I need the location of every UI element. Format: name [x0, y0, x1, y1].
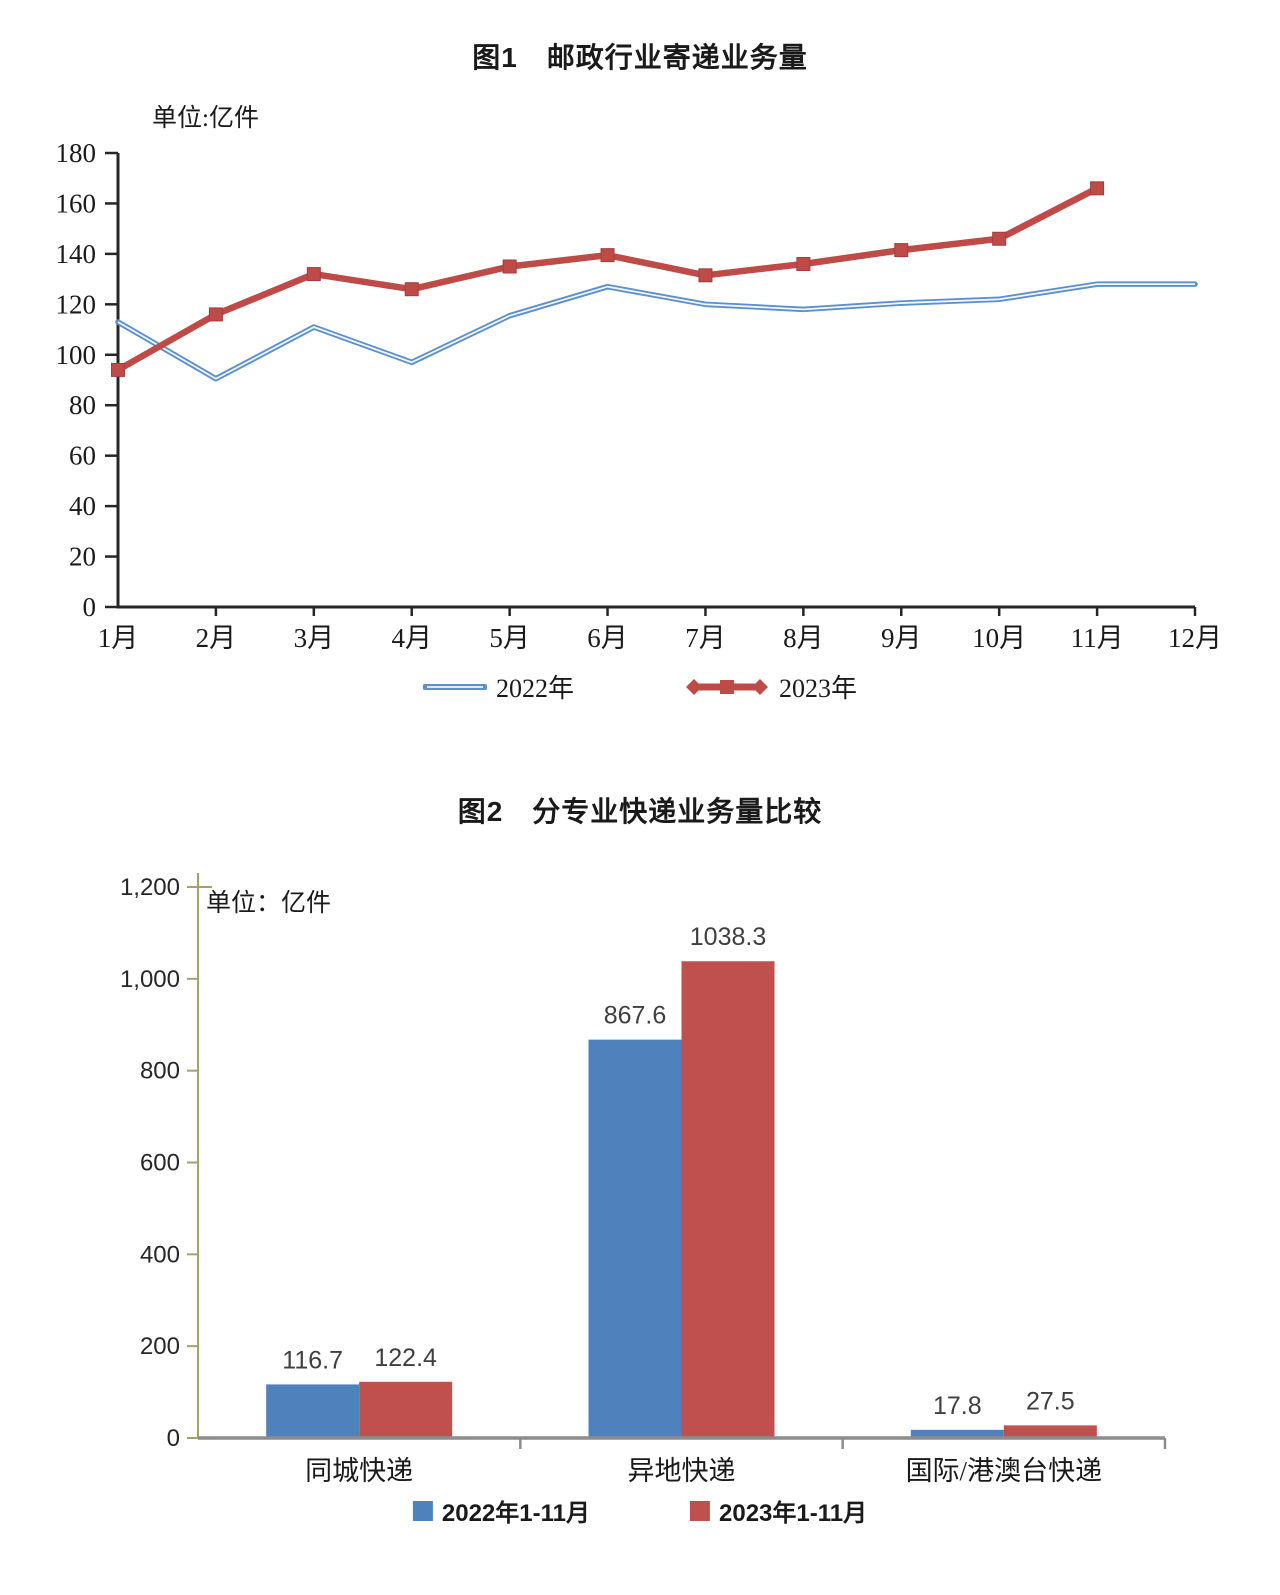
x-tick-label: 12月 [1168, 623, 1222, 653]
y-tick-label: 180 [56, 138, 97, 168]
series-2023-marker [796, 256, 811, 271]
series-2023-line [116, 185, 1099, 373]
y-tick-label: 40 [69, 491, 96, 521]
line-marker-swatch-2023-icon [684, 677, 770, 697]
y-tick-label: 1,000 [120, 966, 180, 993]
figure2-unit-label: 单位：亿件 [206, 890, 332, 917]
x-tick-label: 11月 [1071, 623, 1124, 653]
y-tick-label: 800 [140, 1058, 180, 1085]
legend-label-2022-1-11: 2022年1-11月 [441, 1500, 590, 1527]
figure1-title: 图1 邮政行业寄递业务量 [472, 42, 808, 73]
legend-item-2023-1-11: 2023年1-11月 [690, 1493, 867, 1528]
series-2023-marker [306, 267, 321, 282]
legend-label-2023: 2023年 [779, 674, 858, 703]
figure2-legend: 2022年1-11月 2023年1-11月 [412, 1493, 867, 1528]
x-tick-label: 1月 [98, 623, 139, 653]
figure2-plot: 0 200 400 600 800 1,000 1,200 116.7 867.6 17.8 122… [120, 873, 1167, 1486]
series-2023-marker [208, 307, 223, 322]
legend-label-2022: 2022年 [495, 674, 574, 703]
data-label: 867.6 [604, 1002, 667, 1030]
legend-item-2022: 2022年 [421, 668, 574, 705]
bar-series0-cat1 [588, 1039, 682, 1438]
figure2-title: 图2 分专业快递业务量比较 [457, 796, 823, 827]
data-label: 116.7 [282, 1346, 343, 1374]
data-label: 27.5 [1026, 1387, 1075, 1415]
y-tick-label: 200 [140, 1333, 180, 1360]
bar-swatch-2023-icon [690, 1500, 710, 1521]
y-tick-label: 1,200 [120, 874, 180, 901]
x-tick-label: 8月 [783, 623, 824, 653]
category-label: 同城快递 [305, 1456, 413, 1486]
figure1-unit-label: 单位:亿件 [152, 105, 259, 132]
x-tick-label: 7月 [685, 623, 726, 653]
bar-series0-cat0 [266, 1384, 360, 1438]
x-tick-label: 4月 [391, 623, 432, 653]
series-2023-marker [992, 231, 1007, 246]
legend-label-2023-1-11: 2023年1-11月 [719, 1500, 868, 1527]
bar-series1-cat1 [681, 961, 775, 1438]
y-tick-label: 400 [140, 1241, 180, 1268]
series-2022-line [115, 281, 1198, 382]
y-tick-label: 20 [69, 542, 96, 572]
series-2023-marker [600, 248, 615, 263]
y-tick-label: 140 [56, 239, 97, 269]
series-2023-marker [502, 259, 517, 274]
series-2023-marker [111, 362, 125, 377]
series-2023-marker [1090, 181, 1105, 196]
x-tick-label: 5月 [489, 623, 530, 653]
legend-item-2022-1-11: 2022年1-11月 [412, 1493, 590, 1528]
figure1-plot: 0 20 40 60 80 100 120 140 160 180 1月 2月 3月 4月 5月 6月 7月 8月… [56, 138, 1223, 653]
bar-series1-cat0 [359, 1381, 453, 1438]
category-label: 国际/港澳台快递 [906, 1456, 1103, 1486]
figure1-legend: 2022年 2023年 [421, 668, 857, 705]
figure2-bar-chart: 图2 分专业快递业务量比较 单位：亿件 0 200 400 600 800 1,000 1,… [0, 765, 1280, 1595]
data-label: 122.4 [374, 1344, 437, 1372]
y-tick-label: 160 [56, 188, 97, 218]
series-2023-marker [404, 282, 419, 297]
y-tick-label: 100 [56, 340, 97, 370]
legend-item-2023: 2023年 [684, 668, 857, 705]
data-label: 17.8 [933, 1392, 982, 1420]
x-tick-label: 9月 [881, 623, 922, 653]
series-2023-marker [698, 268, 713, 283]
x-tick-label: 10月 [972, 623, 1026, 653]
data-label: 1038.3 [690, 923, 766, 951]
y-tick-label: 0 [167, 1425, 180, 1452]
y-tick-label: 0 [83, 592, 97, 622]
x-tick-label: 2月 [196, 623, 237, 653]
figure1-line-chart: 图1 邮政行业寄递业务量 单位:亿件 0 20 40 60 80 100 120 140 160… [0, 0, 1280, 765]
x-tick-label: 6月 [587, 623, 628, 653]
y-tick-label: 80 [69, 390, 96, 420]
y-tick-label: 60 [69, 441, 96, 471]
y-tick-label: 120 [56, 289, 97, 319]
bar-series0-cat2 [910, 1429, 1004, 1438]
bar-series1-cat2 [1003, 1425, 1097, 1438]
category-label: 异地快递 [628, 1456, 736, 1486]
series-2023-marker [894, 243, 909, 258]
x-tick-label: 3月 [294, 623, 335, 653]
bar-swatch-2022-icon [412, 1500, 433, 1521]
line-swatch-2022-icon [421, 680, 488, 694]
y-tick-label: 600 [140, 1150, 180, 1177]
